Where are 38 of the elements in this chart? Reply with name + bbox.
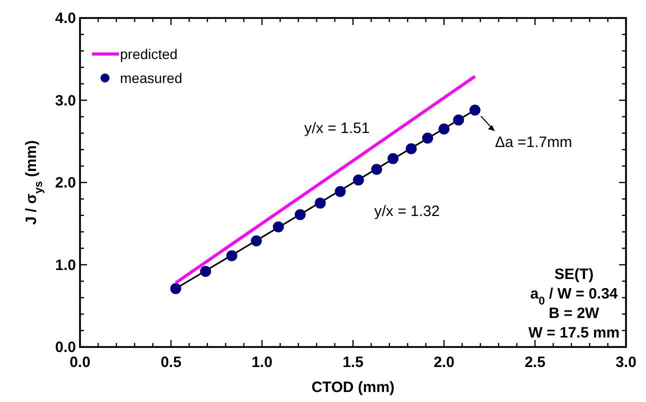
point [334,186,346,198]
point [250,235,262,246]
point [469,104,480,116]
y-tick-label: 1.0 [55,256,76,274]
point [371,164,382,175]
x-tick-label: 2.5 [524,354,546,371]
point [438,124,450,135]
annotation: B = 2W [548,305,600,322]
point [170,283,182,294]
x-tick-label: 0.5 [160,354,182,371]
y-tick-label: 3.0 [55,92,76,110]
point [314,198,326,209]
x-tick-label: 3.0 [616,354,636,371]
point [352,174,364,186]
x-tick-label: 1.5 [342,354,364,371]
y-tick-label: 4.0 [55,10,76,27]
x-tick-label: 1.0 [252,354,272,371]
annotation: W = 17.5 mm [528,324,620,342]
point [200,266,212,277]
annotation: Δa =1.7mm [494,134,572,152]
y-tick-label: 0.0 [55,339,76,356]
point [406,143,417,154]
y-tick-label: 2.0 [55,174,76,192]
point [226,250,238,262]
annotation: y/x = 1.32 [374,203,440,220]
point [422,132,434,144]
x-axis-title: CTOD (mm) [311,379,395,396]
x-tick-label: 2.0 [434,354,454,371]
point [294,209,306,220]
x-tick-label: 0.0 [70,354,90,371]
point [388,153,399,164]
legend-label: predicted [120,46,178,62]
annotation: y/x = 1.51 [304,120,370,137]
annotation: a$_{0}$ / W = 0.34 [530,286,618,308]
point [272,221,284,232]
legend-label: measured [120,70,182,86]
annotation: SE(T) [554,266,594,283]
point [453,114,464,126]
